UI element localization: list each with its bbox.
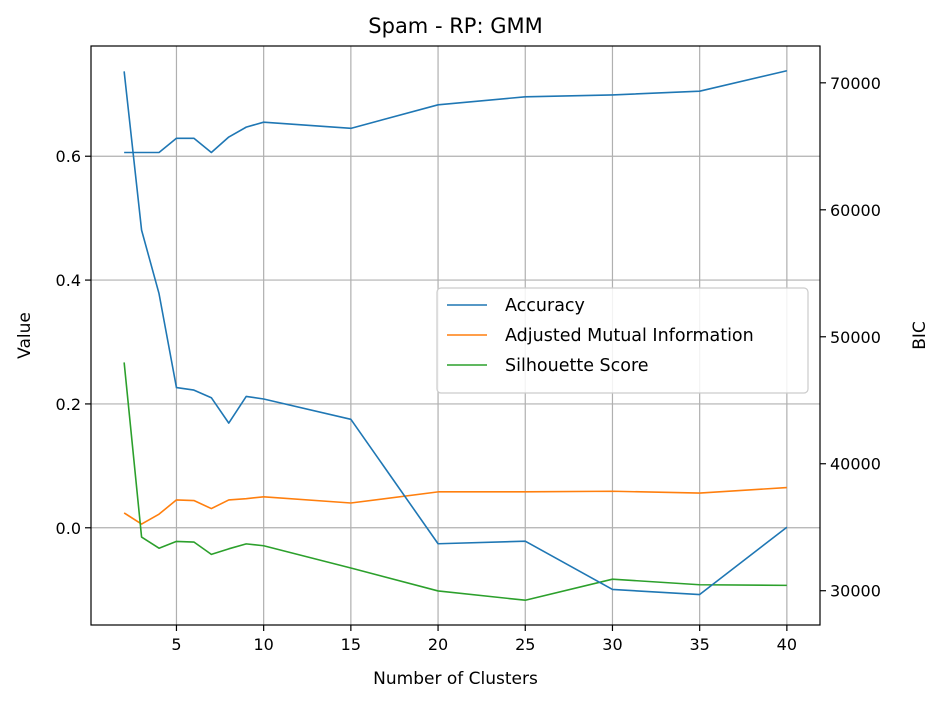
y-right-axis-title: BIC (910, 321, 930, 350)
x-axis-title: Number of Clusters (373, 669, 538, 689)
y-right-tick-label: 70000 (830, 74, 881, 93)
y-tick-label: 0.6 (56, 147, 81, 166)
y-right-tick-label: 40000 (830, 455, 881, 474)
y-tick-label: 0.0 (56, 519, 81, 538)
series-line-accuracy (124, 69, 788, 154)
x-tick-label: 5 (171, 635, 181, 654)
grid (91, 46, 820, 625)
series-line-bic (123, 71, 788, 596)
ticks-group: 5 10 15 20 25 30 35 40 0.0 0.2 0.4 0.6 30000 40000 500… (56, 74, 881, 654)
x-tick-label: 30 (602, 635, 622, 654)
y-right-tick-label: 60000 (830, 201, 881, 220)
legend-label-silhouette-score: Silhouette Score (505, 356, 649, 376)
series-line-adjusted-mutual-information (123, 486, 787, 525)
y-axis-title: Value (15, 312, 35, 359)
x-tick-label: 15 (341, 635, 361, 654)
x-tick-label: 20 (428, 635, 448, 654)
legend-box (436, 287, 809, 394)
x-tick-label: 40 (777, 635, 797, 654)
legend: Accuracy Adjusted Mutual Information Silho… (436, 287, 809, 394)
series-group (123, 69, 788, 602)
y-tick-label: 0.4 (56, 271, 81, 290)
x-tick-label: 10 (253, 635, 273, 654)
x-tick-label: 25 (515, 635, 535, 654)
legend-label-accuracy: Accuracy (505, 296, 585, 316)
x-tick-label: 35 (689, 635, 709, 654)
plot-frame (90, 45, 821, 626)
y-right-tick-label: 30000 (830, 582, 881, 601)
chart-title: Spam - RP: GMM (368, 14, 542, 38)
series-line-silhouette-score (123, 362, 787, 602)
y-tick-label: 0.2 (56, 395, 81, 414)
legend-label-adjusted-mutual-information: Adjusted Mutual Information (505, 326, 754, 346)
y-right-tick-label: 50000 (830, 328, 881, 347)
